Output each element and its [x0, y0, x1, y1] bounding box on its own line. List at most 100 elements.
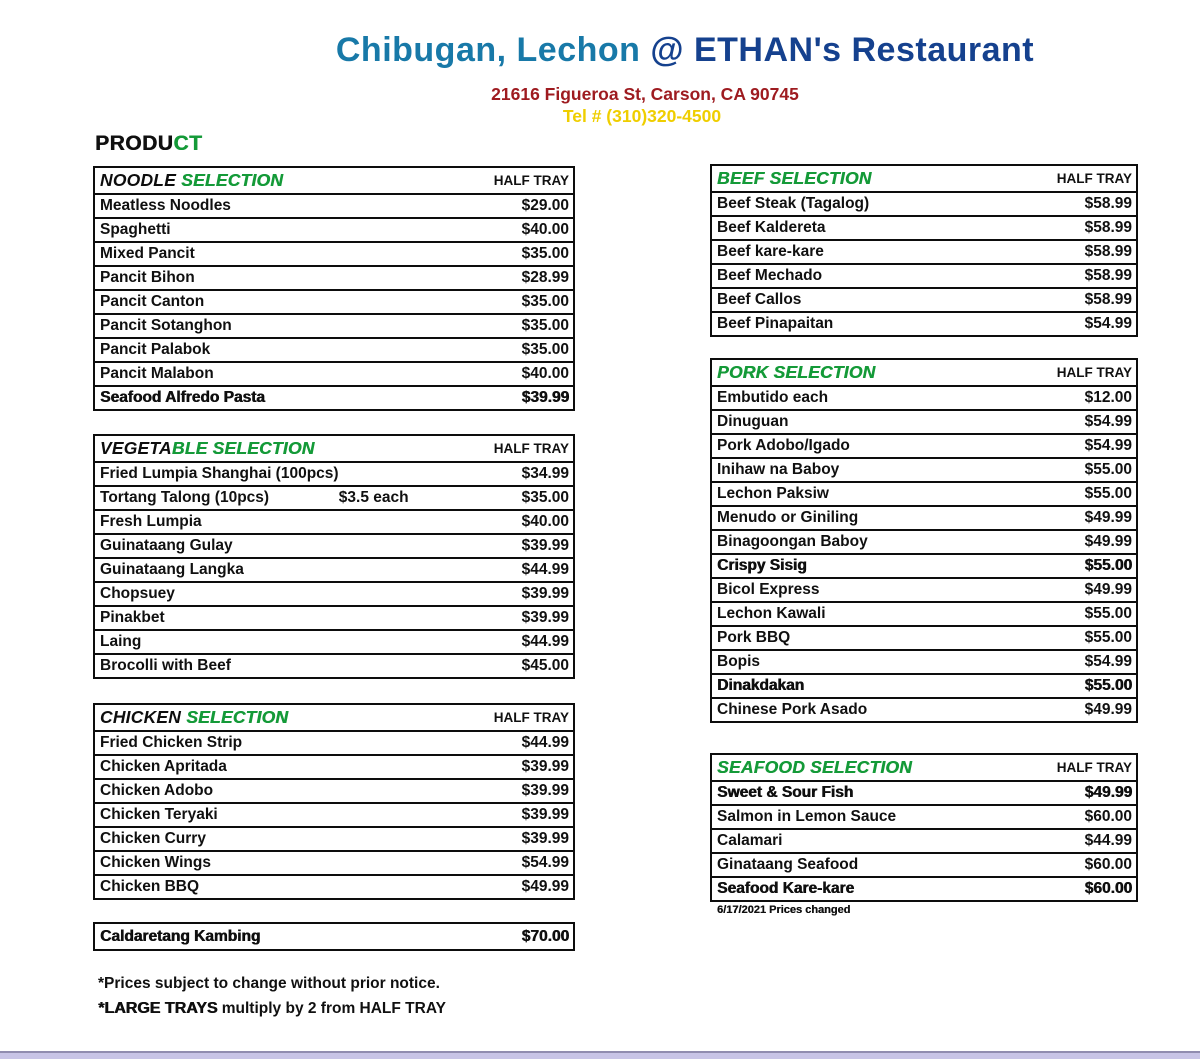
- menu-row: Pancit Palabok $35.00: [95, 337, 573, 361]
- menu-section-kambing: Caldaretang Kambing $70.00: [93, 922, 575, 951]
- menu-row: Pinakbet $39.99: [95, 605, 573, 629]
- item-price: $55.00: [1084, 485, 1132, 502]
- item-name: Laing: [100, 633, 142, 650]
- menu-row: Lechon Paksiw $55.00: [712, 481, 1136, 505]
- section-title-green: BLE SELECTION: [171, 438, 315, 458]
- section-title: CHICKEN SELECTION: [100, 707, 288, 728]
- menu-row: Pancit Malabon $40.00: [95, 361, 573, 385]
- item-price: $55.00: [1084, 629, 1132, 646]
- item-price: $49.99: [1084, 701, 1132, 718]
- item-price: $39.99: [521, 806, 569, 823]
- item-price: $54.99: [1084, 413, 1132, 430]
- item-name: Fried Chicken Strip: [100, 734, 243, 751]
- footer-note-2-rest: multiply by 2 from HALF TRAY: [217, 1000, 446, 1017]
- menu-row: Dinakdakan $55.00: [712, 673, 1136, 697]
- menu-row: Pork BBQ $55.00: [712, 625, 1136, 649]
- menu-row: Pancit Canton $35.00: [95, 289, 573, 313]
- menu-row: Crispy Sisig $55.00: [712, 553, 1136, 577]
- item-name: Tortang Talong (10pcs): [100, 489, 270, 506]
- item-price: $39.99: [521, 758, 569, 775]
- item-price: $58.99: [1084, 267, 1132, 284]
- menu-row: Bopis $54.99: [712, 649, 1136, 673]
- footer-note-2-strong: *LARGE TRAYS: [98, 1000, 218, 1017]
- item-price: $58.99: [1084, 243, 1132, 260]
- item-price: $39.99: [521, 609, 569, 626]
- menu-row: Beef Pinapaitan $54.99: [712, 311, 1136, 335]
- menu-row: Pork Adobo/Igado $54.99: [712, 433, 1136, 457]
- column-header-half-tray: HALF TRAY: [493, 710, 569, 725]
- item-price: $49.99: [1084, 581, 1132, 598]
- menu-row: Beef Kaldereta $58.99: [712, 215, 1136, 239]
- item-price: $39.99: [521, 782, 569, 799]
- menu-row: Menudo or Giniling $49.99: [712, 505, 1136, 529]
- item-name: Seafood Kare-kare: [717, 880, 854, 897]
- item-price: $44.99: [1084, 832, 1132, 849]
- section-title-green: BEEF SELECTION: [717, 168, 872, 188]
- item-price: $39.99: [521, 585, 569, 602]
- item-price: $39.99: [521, 389, 569, 406]
- menu-row: Bicol Express $49.99: [712, 577, 1136, 601]
- item-name: Brocolli with Beef: [100, 657, 231, 674]
- menu-section-pork: PORK SELECTION HALF TRAY Embutido each $12.…: [710, 358, 1138, 723]
- section-header-row: PORK SELECTION HALF TRAY: [712, 360, 1136, 385]
- section-header-row: NOODLE SELECTION HALF TRAY: [95, 168, 573, 193]
- section-title-green: PORK SELECTION: [717, 362, 876, 382]
- page-title-part1: Chibugan, Lechon: [335, 31, 651, 69]
- item-name: Beef Steak (Tagalog): [717, 195, 870, 212]
- item-name: Binagoongan Baboy: [717, 533, 868, 550]
- item-price: $55.00: [1084, 605, 1132, 622]
- item-name: Pancit Canton: [100, 293, 205, 310]
- item-price: $60.00: [1084, 808, 1132, 825]
- menu-row: Fried Chicken Strip $44.99: [95, 730, 573, 754]
- menu-row: Chinese Pork Asado $49.99: [712, 697, 1136, 721]
- item-name: Beef Mechado: [717, 267, 823, 284]
- item-name: Mixed Pancit: [100, 245, 195, 262]
- item-name: Beef Callos: [717, 291, 802, 308]
- menu-section-vegetable: VEGETABLE SELECTION HALF TRAY Fried Lumpia…: [93, 434, 575, 679]
- item-name: Chicken Apritada: [100, 758, 227, 775]
- item-name: Ginataang Seafood: [717, 856, 859, 873]
- item-price: $35.00: [521, 293, 569, 310]
- item-price: $40.00: [521, 221, 569, 238]
- section-title: VEGETABLE SELECTION: [100, 438, 314, 459]
- item-price: $58.99: [1084, 195, 1132, 212]
- menu-row: Fresh Lumpia $40.00: [95, 509, 573, 533]
- menu-row: Seafood Alfredo Pasta $39.99: [95, 385, 573, 409]
- column-header-half-tray: HALF TRAY: [1056, 171, 1132, 186]
- item-name: Pork BBQ: [717, 629, 791, 646]
- page-title-part2: @ ETHAN's Restaurant: [650, 31, 1035, 69]
- item-price: $54.99: [1084, 437, 1132, 454]
- item-price: $35.00: [521, 489, 569, 506]
- footer-notes: *Prices subject to change without prior …: [98, 971, 446, 1021]
- section-header-row: SEAFOOD SELECTION HALF TRAY: [712, 755, 1136, 780]
- item-name: Crispy Sisig: [717, 557, 807, 574]
- item-price: $39.99: [521, 537, 569, 554]
- menu-row: Pancit Bihon $28.99: [95, 265, 573, 289]
- menu-section-noodle: NOODLE SELECTION HALF TRAY Meatless Noodle…: [93, 166, 575, 411]
- menu-row: Beef kare-kare $58.99: [712, 239, 1136, 263]
- section-title-black: VEGETA: [100, 438, 172, 458]
- item-price: $45.00: [521, 657, 569, 674]
- item-name: Fried Lumpia Shanghai (100pcs): [100, 465, 339, 482]
- item-price: $55.00: [1084, 677, 1132, 694]
- menu-row: Lechon Kawali $55.00: [712, 601, 1136, 625]
- product-heading-green: CT: [173, 132, 203, 155]
- menu-row: Guinataang Langka $44.99: [95, 557, 573, 581]
- footer-note-2: *LARGE TRAYS multiply by 2 from HALF TRA…: [98, 996, 446, 1021]
- restaurant-address: 21616 Figueroa St, Carson, CA 90745: [491, 84, 799, 104]
- item-price: $12.00: [1084, 389, 1132, 406]
- menu-row: Beef Callos $58.99: [712, 287, 1136, 311]
- section-header-row: VEGETABLE SELECTION HALF TRAY: [95, 436, 573, 461]
- item-price: $44.99: [521, 633, 569, 650]
- item-name: Inihaw na Baboy: [717, 461, 840, 478]
- item-price: $49.99: [1084, 533, 1132, 550]
- item-name: Pork Adobo/Igado: [717, 437, 850, 454]
- menu-row: Brocolli with Beef $45.00: [95, 653, 573, 677]
- product-heading-black: PRODU: [95, 132, 174, 155]
- item-price: $28.99: [521, 269, 569, 286]
- item-price: $54.99: [521, 854, 569, 871]
- menu-row: Chicken BBQ $49.99: [95, 874, 573, 898]
- item-price: $29.00: [521, 197, 569, 214]
- item-name: Lechon Paksiw: [717, 485, 829, 502]
- section-title-green: SELECTION: [186, 707, 289, 727]
